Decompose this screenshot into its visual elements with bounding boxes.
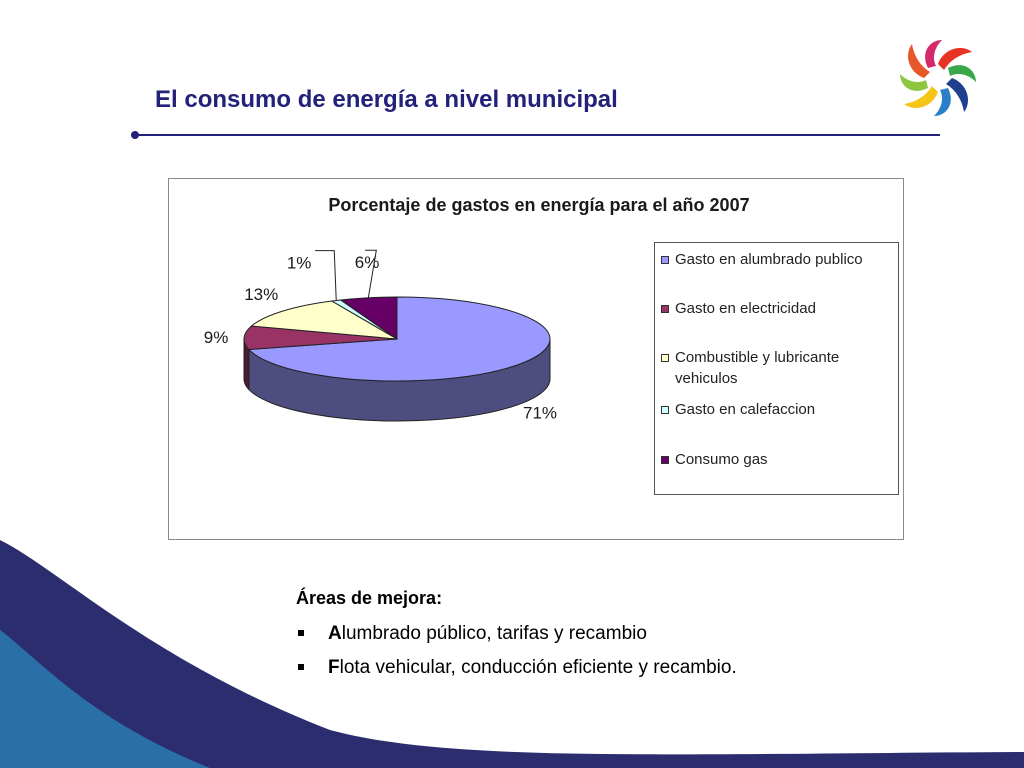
slide-title: El consumo de energía a nivel municipal — [155, 86, 618, 113]
improvement-areas-heading: Áreas de mejora: — [296, 588, 443, 608]
item-first-letter: A — [328, 623, 342, 644]
chart-frame: Porcentaje de gastos en energía para el … — [168, 178, 904, 540]
legend-label: Gasto en electricidad — [675, 300, 816, 317]
legend-item: Consumo gas — [661, 449, 901, 470]
item-text: lumbrado público, tarifas y recambio — [341, 623, 647, 644]
pie-value-label: 9% — [204, 328, 229, 347]
chart-title: Porcentaje de gastos en energía para el … — [328, 195, 750, 215]
pie-slice — [247, 296, 551, 382]
title-rule-dot — [131, 131, 139, 139]
pie-leader-line — [365, 249, 377, 298]
bullet-icon — [298, 664, 304, 670]
improvement-item-lighting: Alumbrado público, tarifas y recambio — [296, 623, 737, 645]
pie-value-label: 71% — [523, 404, 557, 423]
pinwheel-logo — [900, 40, 976, 116]
pie-leader-line — [315, 250, 337, 301]
improvement-areas: Áreas de mejora: Alumbrado público, tari… — [296, 588, 737, 691]
legend-label: Consumo gas — [675, 451, 768, 468]
item-first-letter: F — [328, 657, 340, 678]
legend-item: Combustible y lubricante vehiculos — [661, 347, 901, 389]
pie-value-label: 13% — [244, 285, 278, 304]
legend-label: Gasto en calefaccion — [675, 401, 816, 418]
legend-swatch — [661, 406, 669, 414]
chart-legend: Gasto en alumbrado publico Gasto en elect… — [654, 242, 899, 495]
legend-swatch — [661, 456, 669, 464]
legend-label: Gasto en alumbrado publico — [675, 251, 863, 268]
legend-swatch — [661, 305, 669, 313]
title-rule — [138, 134, 940, 136]
legend-item: Gasto en alumbrado publico — [661, 249, 901, 270]
legend-item: Gasto en calefaccion — [661, 399, 901, 420]
decorative-wave — [0, 540, 1024, 768]
legend-label: Combustible y lubricante vehiculos — [675, 349, 840, 387]
pie-value-label: 1% — [287, 254, 312, 273]
legend-item: Gasto en electricidad — [661, 298, 901, 319]
pie-chart: 71%9%13%1% 6% — [204, 249, 557, 423]
improvement-item-fleet: Flota vehicular, conducción eficiente y … — [296, 657, 737, 679]
item-text: lota vehicular, conducción eficiente y r… — [339, 657, 737, 678]
legend-swatch — [661, 256, 669, 264]
bullet-icon — [298, 630, 304, 636]
legend-swatch — [661, 354, 669, 362]
pie-slice — [250, 300, 398, 340]
